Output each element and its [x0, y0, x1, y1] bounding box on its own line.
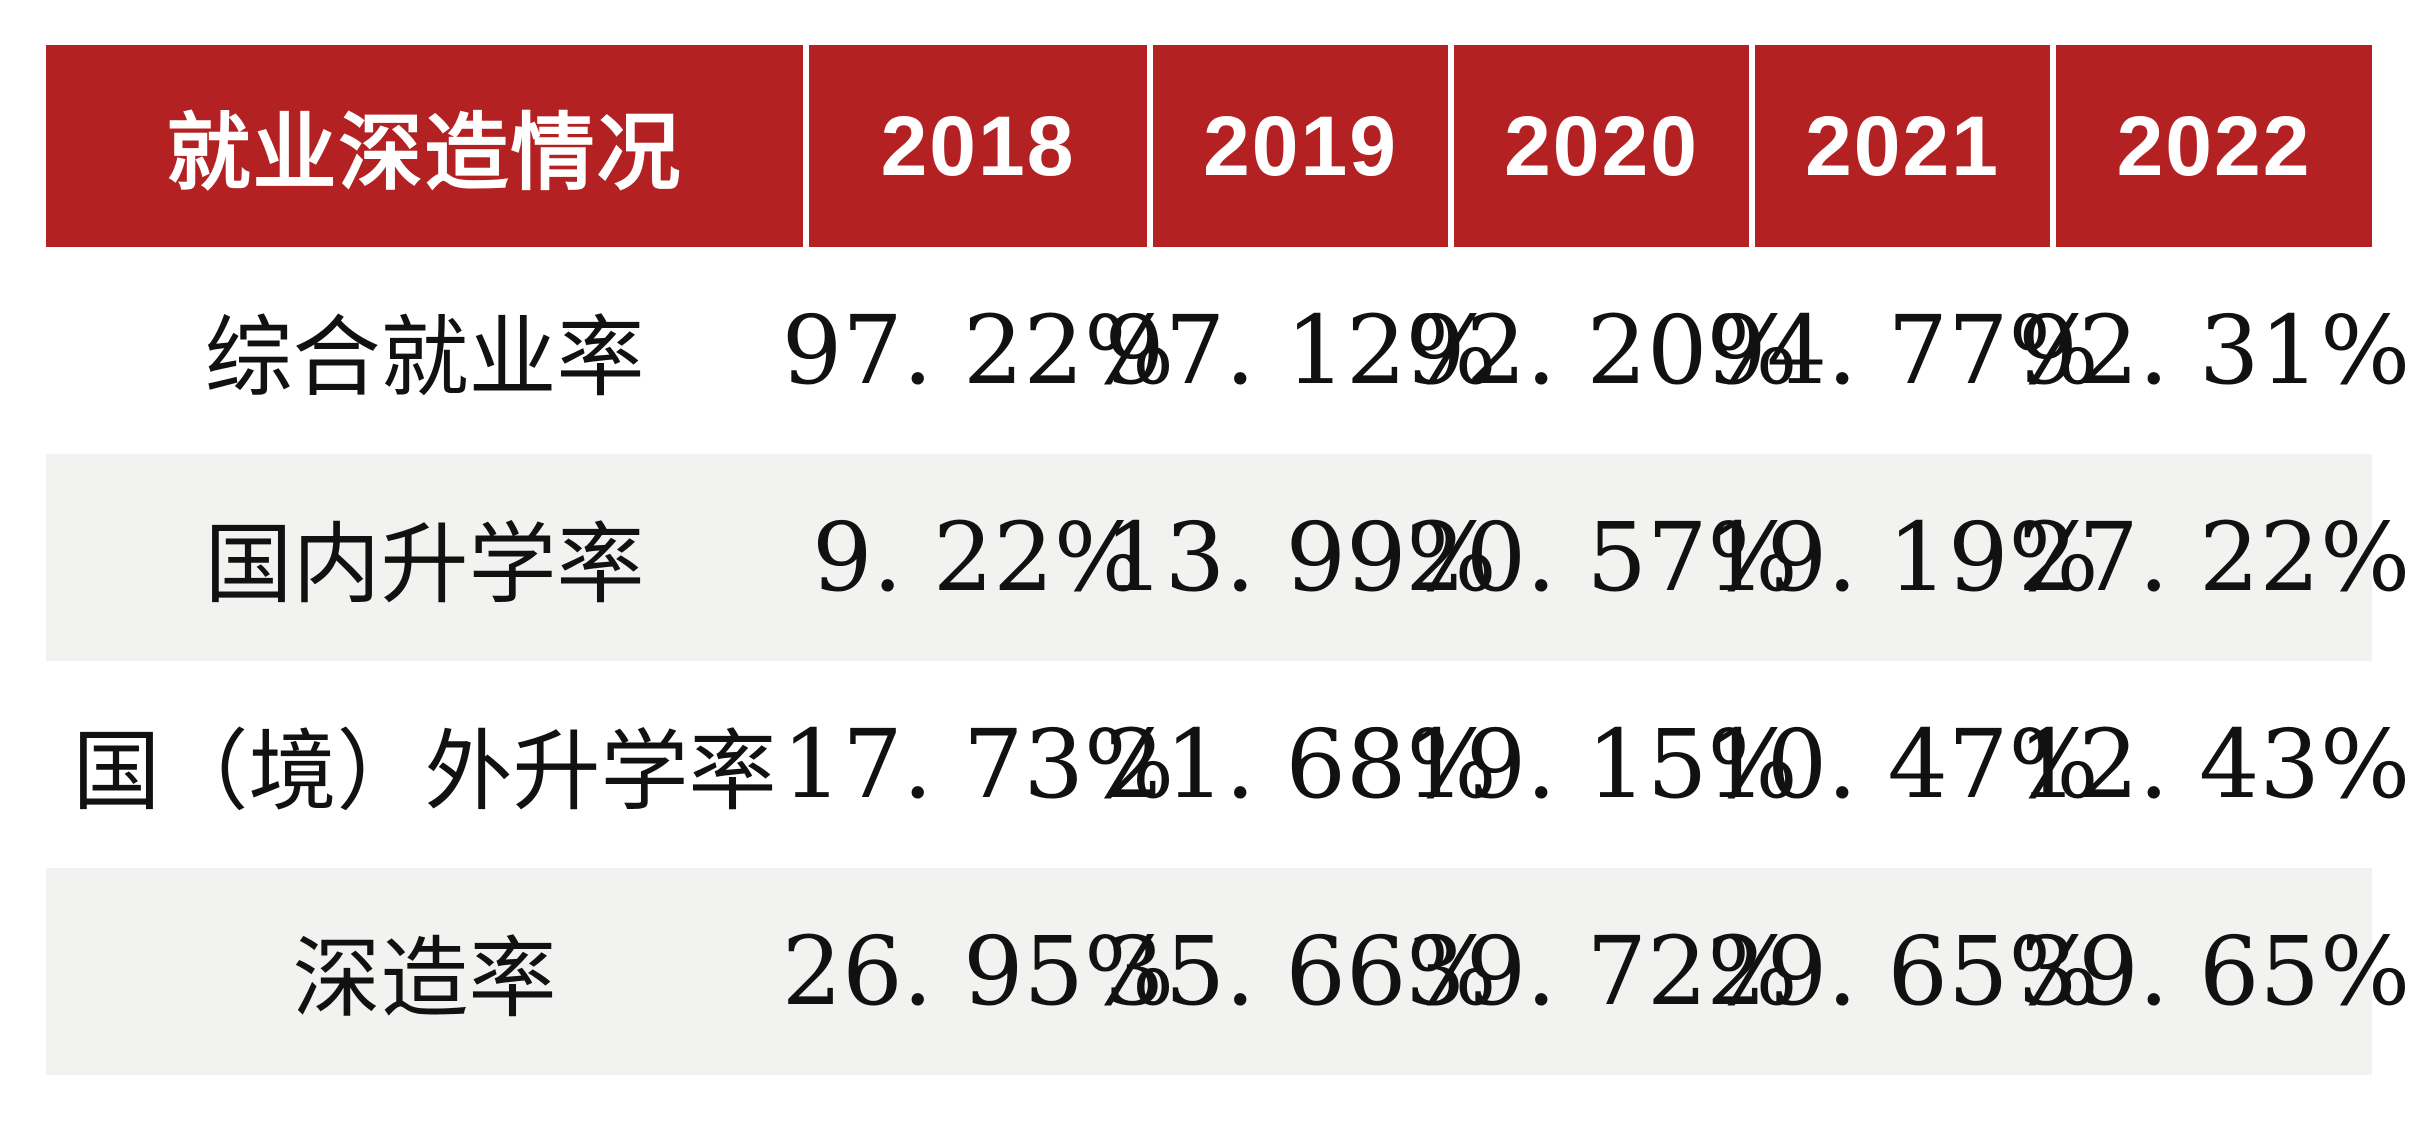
- value-cell: 97. 22%: [781, 295, 1175, 406]
- employment-table: 就业深造情况 2018 2019 2020 2021 2022 综合就业率 97…: [46, 45, 2411, 1075]
- year-header-2019: 2019: [1153, 45, 1448, 247]
- value-cell: 26. 95%: [781, 916, 1175, 1027]
- value-cell: 9. 22%: [812, 502, 1144, 613]
- table-row-further-study-rate: 深造率 26. 95% 35. 66% 39. 72% 29. 65% 39. …: [46, 868, 2411, 1075]
- value-cell: 17. 73%: [781, 709, 1175, 820]
- value-cell: 94. 77%: [1706, 295, 2099, 406]
- row-label: 深造率: [292, 927, 557, 1030]
- value-cell: 12. 43%: [2017, 709, 2411, 820]
- value-cell: 92. 31%: [2017, 295, 2411, 406]
- table-row-overseas-study-rate: 国（境）外升学率 17. 73% 21. 68% 19. 15% 10. 47%…: [46, 661, 2411, 868]
- value-cell: 29. 65%: [1706, 916, 2099, 1027]
- value-cell: 21. 68%: [1104, 709, 1497, 820]
- row-label: 国内升学率: [204, 513, 645, 616]
- value-cell: 39. 72%: [1405, 916, 1798, 1027]
- table-row-domestic-study-rate: 国内升学率 9. 22% 13. 99% 20. 57% 19. 19% 27.…: [46, 454, 2411, 661]
- value-cell: 20. 57%: [1405, 502, 1798, 613]
- value-cell: 19. 19%: [1706, 502, 2099, 613]
- year-header-2018: 2018: [809, 45, 1147, 247]
- value-cell: 35. 66%: [1104, 916, 1497, 1027]
- value-cell: 39. 65%: [2017, 916, 2411, 1027]
- row-label: 综合就业率: [204, 306, 645, 409]
- value-cell: 27. 22%: [2017, 502, 2411, 613]
- table-row-overall-employment-rate: 综合就业率 97. 22% 97. 12% 92. 20% 94. 77% 92…: [46, 247, 2411, 454]
- table-header-row: 就业深造情况 2018 2019 2020 2021 2022: [46, 45, 2372, 247]
- value-cell: 19. 15%: [1405, 709, 1798, 820]
- table-title-cell: 就业深造情况: [46, 45, 803, 247]
- value-cell: 13. 99%: [1104, 502, 1497, 613]
- year-header-2020: 2020: [1454, 45, 1749, 247]
- row-label: 国（境）外升学率: [72, 720, 777, 823]
- value-cell: 97. 12%: [1104, 295, 1497, 406]
- value-cell: 10. 47%: [1706, 709, 2099, 820]
- year-header-2021: 2021: [1755, 45, 2050, 247]
- year-header-2022: 2022: [2056, 45, 2372, 247]
- value-cell: 92. 20%: [1405, 295, 1798, 406]
